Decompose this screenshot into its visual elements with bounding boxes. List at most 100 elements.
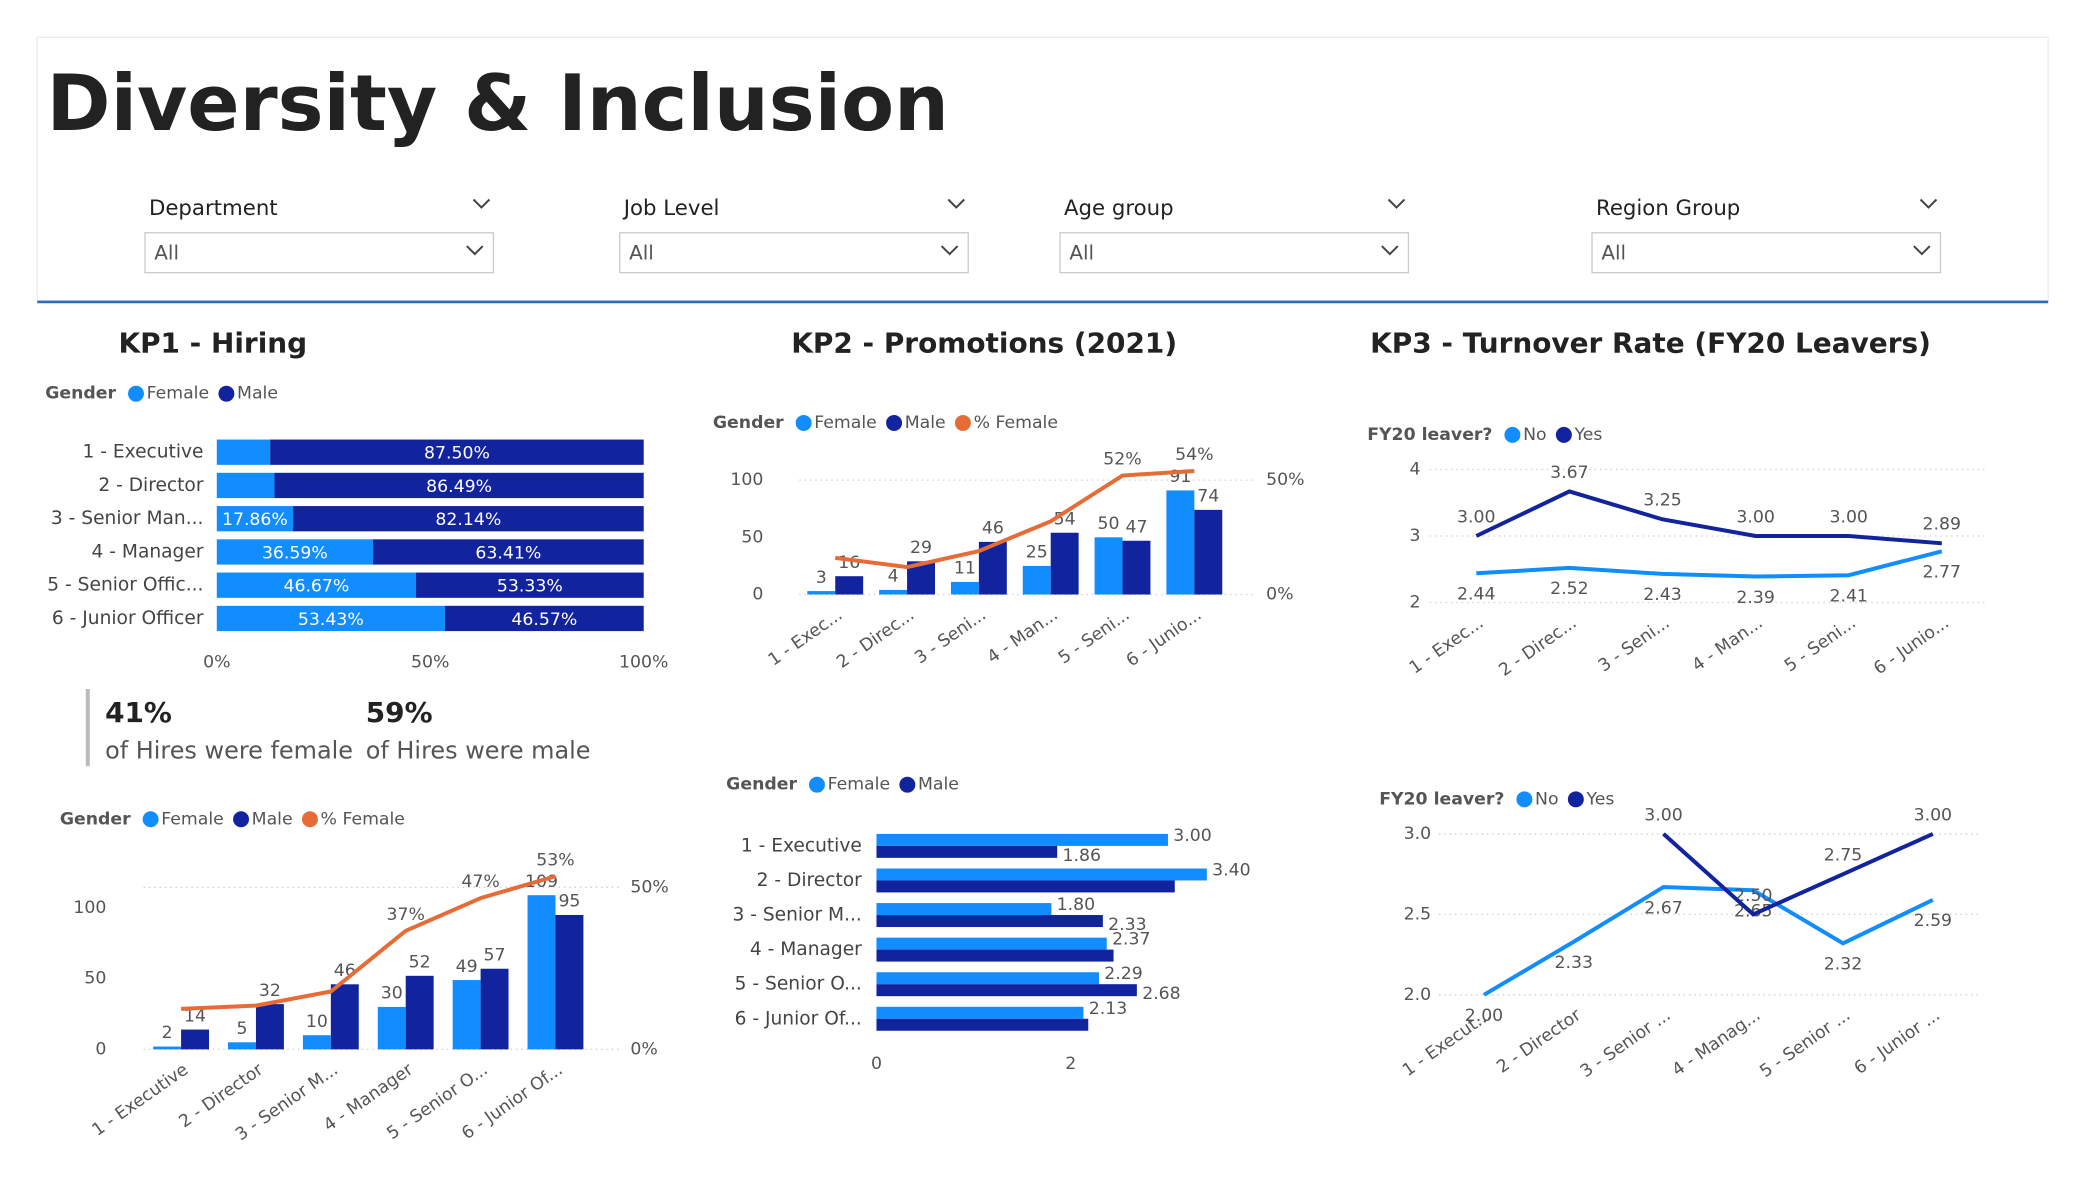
bar [876,868,1207,881]
filter-collapse[interactable] [947,198,965,209]
y-tick-label: 6 - Junior Officer [52,608,204,629]
legend-marker [954,414,971,431]
filter-dropdown[interactable] [619,232,969,274]
bar [255,1004,284,1050]
data-label: 1.86 [1063,846,1101,866]
data-label: 74 [1197,487,1219,507]
y-tick-label: 3 - Senior M... [732,905,861,926]
bar-segment [216,605,445,632]
x-tick-label: 1 - Executive [89,1060,193,1141]
legend-marker [1555,426,1572,443]
data-label: 3.00 [1173,826,1211,846]
data-label: 2.68 [1142,984,1180,1004]
legend-label: Yes [1574,425,1603,445]
legend-title: FY20 leaver? [1367,425,1492,445]
bar [405,975,434,1050]
legend-marker [1567,791,1584,808]
bar [876,833,1168,846]
y-tick-label: 2 - Director [98,475,203,496]
legend-marker [233,811,250,828]
x-tick-label: 3 - Seni... [1595,613,1674,676]
dropdown-arrow[interactable] [1381,245,1399,256]
legend-label: Yes [1585,789,1614,809]
filter-label: Region Group [1596,196,1740,221]
y-tick-label: 3.0 [1404,824,1431,844]
bar [1166,490,1195,595]
data-label: 16 [838,553,860,573]
legend-title: Gender [713,413,784,433]
data-label: 52 [409,953,431,973]
filter-dropdown[interactable] [144,232,495,274]
legend-label: Male [918,775,959,795]
kpi-text: of Hires were male [366,736,591,764]
data-label: 25 [1026,543,1048,563]
bar [1194,509,1223,595]
legend-marker [795,414,812,431]
legend-title: Gender [726,775,797,795]
data-label: 2.32 [1824,955,1862,975]
data-label: 86.49% [426,477,492,497]
bar [876,880,1175,893]
filter-collapse[interactable] [472,198,491,209]
data-label: 10 [306,1012,328,1032]
bar [452,980,481,1050]
data-label: 49 [456,957,478,977]
data-label: 2.33 [1554,953,1592,973]
data-label: 53% [536,850,574,870]
canvas: Diversity & Inclusion Department All Job L… [36,36,2049,1145]
kpi-value: 41% [105,696,172,729]
legend-title: Gender [45,384,116,404]
bar [876,903,1052,916]
bar [950,581,979,595]
legend-marker [218,385,235,402]
legend-title: Gender [60,809,131,829]
filter-dropdown[interactable] [1591,232,1942,274]
bar [1022,565,1051,595]
data-label: 3 [816,568,827,588]
y-tick-label: 6 - Junior Of... [735,1008,862,1029]
data-label: 4 [888,567,899,587]
line [1662,832,1934,917]
filter-collapse[interactable] [1919,198,1938,209]
legend-marker [899,776,916,793]
legend-label: % Female [974,413,1058,433]
data-label: 2 [162,1023,173,1043]
bar-segment [216,572,417,598]
bar-segment [444,605,644,632]
dropdown-arrow[interactable] [940,245,959,256]
dropdown-arrow[interactable] [1913,245,1931,256]
y-tick-label: 2 [1409,592,1420,612]
y-tick-label: 100 [73,898,106,918]
data-label: 46.57% [511,610,577,630]
line [1475,489,1942,546]
x-tick-label: 1 - Exec... [1406,613,1487,678]
filter-dropdown[interactable] [1059,232,1410,274]
bar [330,984,359,1050]
y-tick-label: 4 - Manager [92,541,204,562]
y-tick-label: 3 - Senior Man... [51,508,204,529]
bar-segment [293,506,644,532]
bar [876,1006,1084,1019]
data-label: 30 [381,984,403,1004]
filter-collapse[interactable] [1387,198,1406,209]
data-label: 1.80 [1057,895,1095,915]
kpi-text: of Hires were female [105,736,353,764]
data-label: 46 [982,519,1004,539]
bar-segment [274,472,644,499]
filter-label: Department [149,196,278,221]
bar-segment [270,439,644,465]
data-label: 2.33 [1108,915,1146,935]
data-label: 2.37 [1112,930,1150,950]
dropdown-arrow[interactable] [466,245,484,256]
data-label: 2.59 [1914,911,1952,931]
y-tick-label: 2.0 [1404,985,1431,1005]
x-tick-label: 3 - Senior ... [1577,1005,1675,1082]
section-title: KP1 - Hiring [118,326,307,359]
y2-tick-label: 0% [630,1039,657,1059]
bar [1122,540,1151,595]
data-label: 53.33% [497,577,563,597]
x-tick-label: 0% [203,652,230,672]
y-tick-label: 5 - Senior O... [735,974,862,995]
bar-segment [216,472,275,499]
